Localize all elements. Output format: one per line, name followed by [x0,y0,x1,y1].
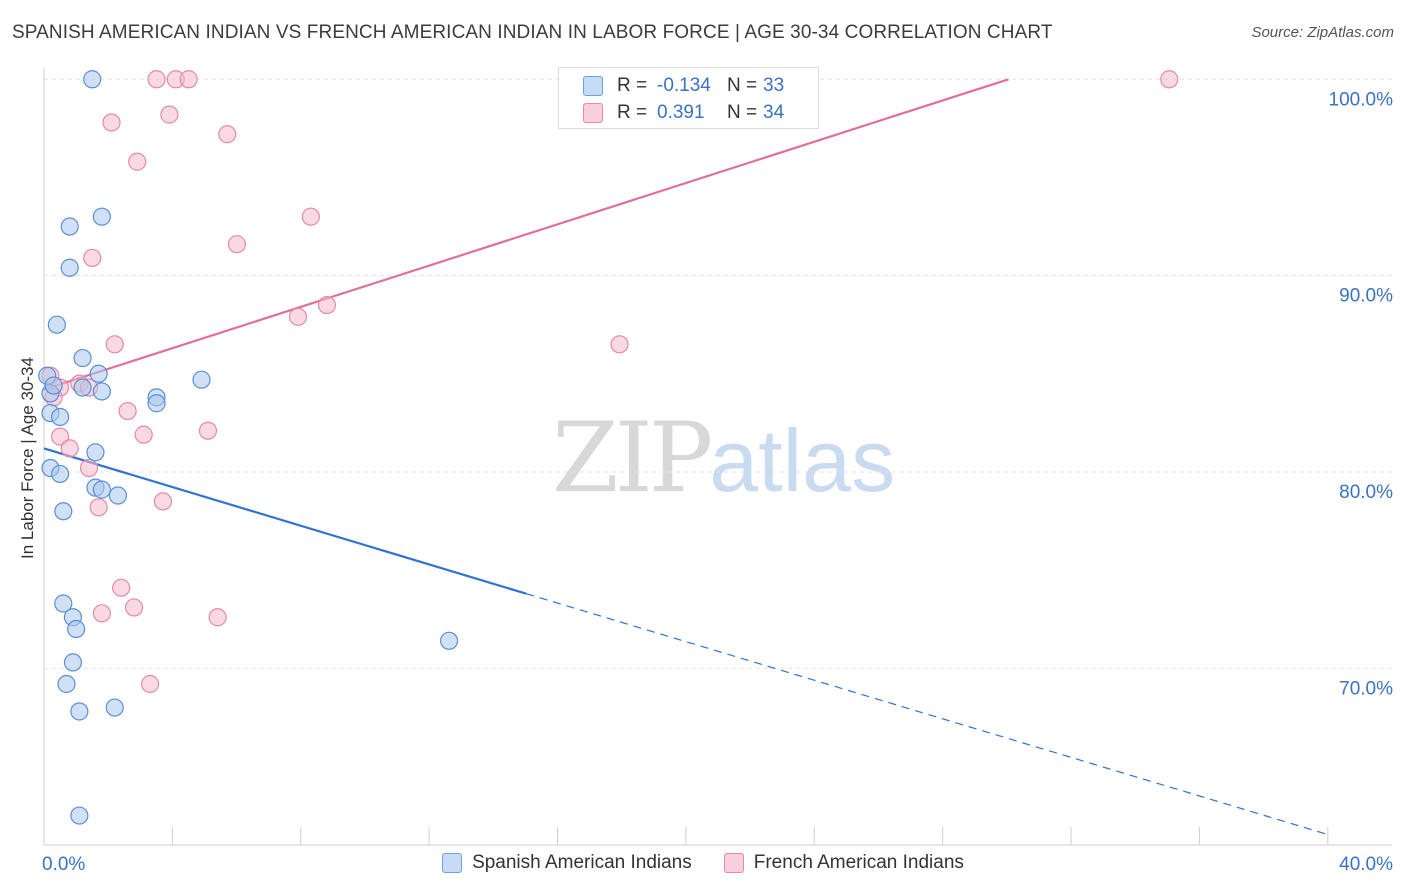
pink-data-point [179,70,198,89]
blue-data-point [60,258,79,277]
legend-item-spanish[interactable]: Spanish American Indians [442,852,692,874]
blue-data-point [50,407,70,427]
pink-r-value: 0.391 [657,102,705,123]
point-layer [38,70,1179,825]
blue-data-point [50,464,70,484]
n-label: N = [727,75,758,96]
series-legend: Spanish American Indians French American… [0,852,1406,874]
y-tick-label: 90.0% [1339,286,1393,307]
blue-data-point [70,702,89,721]
pink-data-point [118,401,137,421]
pink-data-point [208,608,227,627]
pink-data-point [50,427,70,446]
blue-trend-line [43,447,527,595]
chart-title: SPANISH AMERICAN INDIAN VS FRENCH AMERIC… [12,22,1053,43]
pink-data-point [147,70,166,89]
blue-r-value: -0.134 [657,75,711,96]
blue-swatch [442,853,463,873]
y-tick-label: 100.0% [1329,89,1394,110]
pink-data-point [102,113,121,132]
blue-data-point [92,207,111,226]
legend-item-french[interactable]: French American Indians [723,852,964,874]
pink-n-value: 34 [763,102,785,123]
blue-data-point [147,394,166,413]
pink-data-point [60,439,79,458]
blue-data-point [73,378,92,397]
axis-layer [43,68,1392,846]
blue-trend-extension [526,593,1331,836]
blue-data-point [192,370,211,389]
blue-data-point [89,364,108,383]
pink-data-point [83,248,102,268]
r-label: R = [617,102,648,123]
watermark: ZIPatlas [552,402,895,514]
r-label: R = [617,75,648,96]
y-tick-label: 80.0% [1339,482,1393,503]
pink-data-point [218,125,237,144]
pink-data-point [92,604,111,623]
blue-data-point [83,70,102,89]
pink-data-point [134,425,153,444]
stats-legend: R = -0.134 N = 33 R = 0.391 N = 34 [558,67,819,129]
blue-data-point [73,348,92,368]
blue-data-point [92,480,111,499]
blue-data-point [44,376,63,395]
pink-data-point [153,492,173,511]
blue-data-point [70,806,89,825]
blue-data-point [47,315,66,334]
blue-data-point [60,217,79,236]
source-label: Source: ZipAtlas.com [1251,24,1394,41]
pink-data-point [610,335,629,354]
blue-data-point [108,486,128,505]
pink-data-point [124,598,144,617]
pink-data-point [105,335,124,354]
pink-swatch [583,103,603,123]
label-layer: 70.0% 80.0% 90.0% 100.0% 0.0% 40.0% [42,89,1393,875]
pink-data-point [301,207,320,226]
pink-data-point [1160,70,1179,89]
n-label: N = [727,102,758,123]
pink-data-point [198,421,218,440]
pink-data-point [112,578,131,597]
watermark-atlas: atlas [709,411,896,510]
blue-data-point [63,653,83,672]
pink-data-point [317,295,337,315]
legend-label-french: French American Indians [753,852,964,873]
pink-data-point [89,498,108,517]
blue-swatch [583,76,603,96]
blue-data-point [67,619,86,639]
blue-data-point [57,674,76,694]
blue-data-point [105,698,124,717]
pink-data-point [140,674,160,694]
watermark-zip: ZIP [552,402,713,514]
y-tick-label: 70.0% [1339,678,1393,699]
blue-data-point [439,631,459,650]
pink-swatch [723,853,744,873]
blue-data-point [54,502,73,521]
pink-data-point [288,307,308,326]
pink-data-point [128,152,147,171]
stats-row-pink: R = 0.391 N = 34 [583,100,784,126]
x-tick-label: 40.0% [1339,854,1393,875]
grid-layer [44,78,1392,669]
blue-data-point [54,594,73,613]
pink-data-point [79,458,99,478]
pink-trend-line [43,78,1009,391]
blue-data-point [92,382,111,401]
stats-row-blue: R = -0.134 N = 33 [583,73,784,99]
blue-data-point [86,443,105,462]
blue-n-value: 33 [763,75,785,96]
x-tick-label: 0.0% [42,854,85,875]
trend-layer [43,78,1331,836]
legend-label-spanish: Spanish American Indians [472,852,692,873]
pink-data-point [227,235,246,254]
pink-data-point [160,105,179,124]
